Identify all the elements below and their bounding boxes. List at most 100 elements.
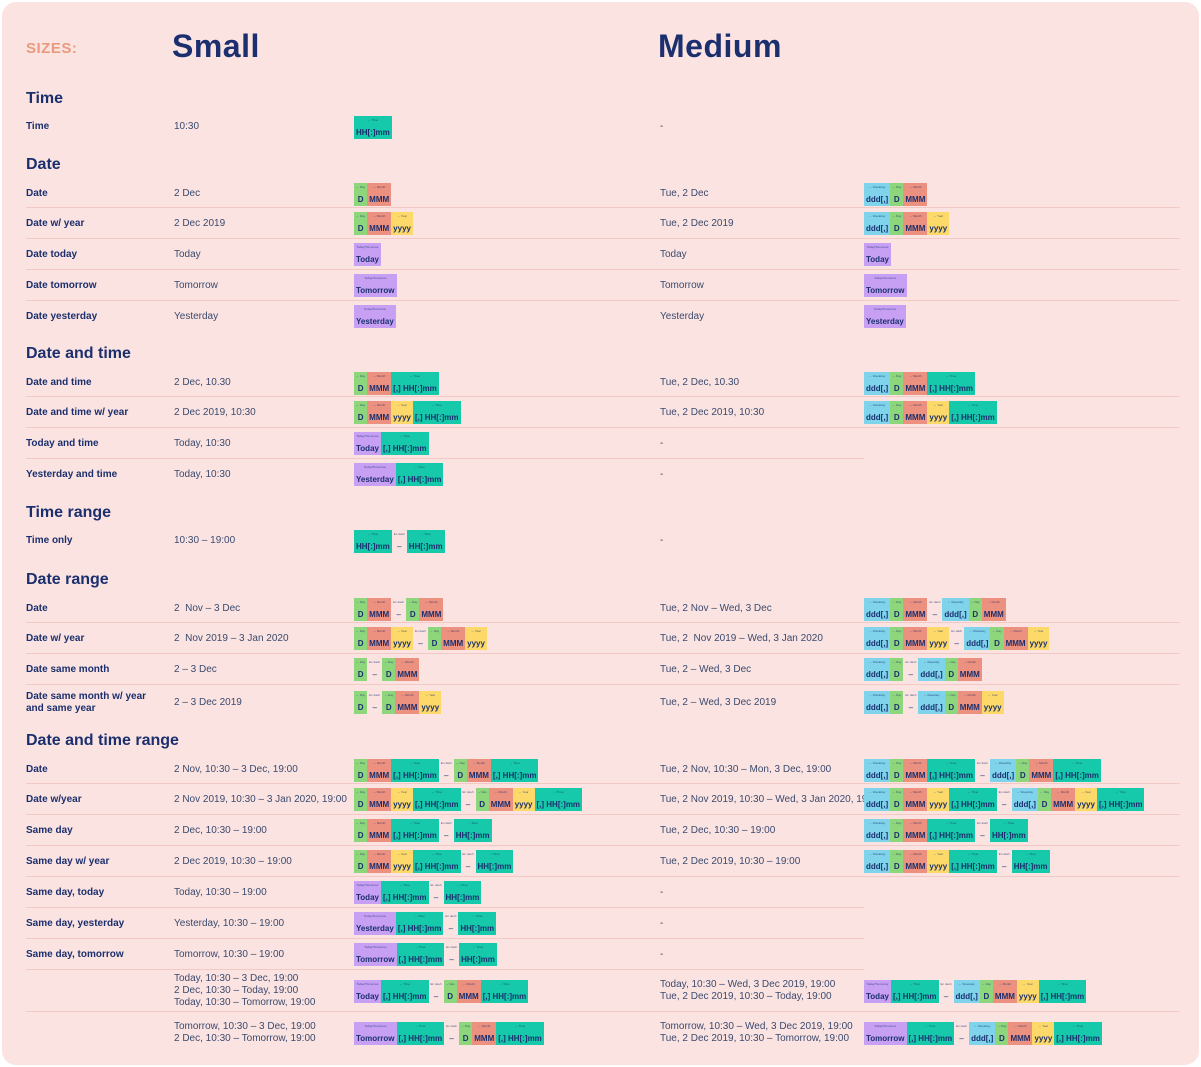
token-label: ↔ Year <box>933 403 944 407</box>
token-value: Tomorrow <box>356 286 395 295</box>
token-value: MMM <box>369 224 390 233</box>
token-day: ↔ Day D <box>354 212 368 235</box>
token-label: En dash <box>440 760 452 765</box>
row-divider <box>26 238 1180 239</box>
token-weekday: ↔ Weekday ddd[,] <box>864 401 891 424</box>
token-sep: En dash – <box>392 530 407 553</box>
token-value: [,] HH[:]mm <box>951 862 995 871</box>
token-time: ↔ Time HH[:]mm <box>475 850 514 873</box>
token-day: ↔ Day D <box>890 371 904 395</box>
token-month: ↔ Month MMM <box>992 979 1017 1003</box>
format-row: Same day, today Today, 10:30 – 19:00 - Toda… <box>26 877 1180 908</box>
token-value: MMM <box>905 800 926 809</box>
token-label: ↔ Time <box>509 760 520 765</box>
token-day: ↔ Day D <box>354 758 368 782</box>
token-label: ↔ Time <box>945 821 957 825</box>
token-label: ↔ Day <box>356 403 366 407</box>
row-label: Date w/year <box>26 793 82 805</box>
token-label: ↔ Day <box>892 852 902 856</box>
token-label: ↔ Weekday <box>958 981 975 986</box>
format-row: Same day, tomorrow Tomorrow, 10:30 – 19:0… <box>26 939 1180 970</box>
token-value: – <box>372 703 377 712</box>
token-value: ddd[,] <box>920 670 943 679</box>
row-label: Date w/ year <box>26 632 85 644</box>
token-label: ↔ Day <box>384 693 394 697</box>
token-month: ↔ Month MMM <box>903 627 928 650</box>
token-value: MMM <box>369 609 390 619</box>
token-value: yyyy <box>929 800 948 809</box>
token-label: ↔ Day <box>946 693 956 697</box>
row-label: Date w/ year <box>26 217 85 229</box>
token-today: Today/Tomorrow Tomorrow <box>354 274 397 297</box>
row-label: Date and time w/ year <box>26 406 129 418</box>
token-value: MMM <box>369 639 390 648</box>
token-value: D <box>357 224 364 233</box>
row-divider <box>26 207 1180 208</box>
small-token-group: ↔ Day D En dash – ↔ Day D ↔ Month MMM ↔ Year yyyy <box>354 691 442 714</box>
token-label: ↔ Month <box>401 660 414 664</box>
medium-example: - <box>660 121 664 132</box>
row-label: Date today <box>26 248 78 260</box>
token-label: ↔ Year <box>425 693 436 697</box>
token-value: yyyy <box>1034 1033 1053 1043</box>
token-day: ↔ Day D <box>1037 788 1052 811</box>
token-label: ↔ Day <box>356 852 366 856</box>
token-value: Today <box>356 991 379 1001</box>
token-label: ↔ Weekday <box>868 599 886 604</box>
token-value: D <box>357 383 364 393</box>
small-token-group: Today/Tomorrow Today <box>354 243 381 266</box>
token-value: D <box>479 800 485 809</box>
token-sep: En dash – <box>461 788 476 811</box>
token-label: ↔ Month <box>425 599 438 604</box>
token-value: [,] HH[:]mm <box>1055 770 1099 780</box>
token-day: ↔ Day D <box>890 691 904 714</box>
token-label: ↔ Weekday <box>868 693 886 697</box>
token-label: ↔ Day <box>970 599 980 604</box>
small-example: Today, 10:30 <box>174 468 231 480</box>
token-label: ↔ Time <box>367 117 379 122</box>
token-label: ↔ Day <box>892 214 902 218</box>
row-label: Time <box>26 121 50 132</box>
token-value: Tomorrow <box>866 286 905 295</box>
token-label: ↔ Month <box>909 599 922 604</box>
token-value: MMM <box>421 609 442 619</box>
token-label: ↔ Time <box>431 403 442 407</box>
token-label: ↔ Year <box>397 403 407 407</box>
token-label: ↔ Weekday <box>868 821 886 825</box>
token-value: D <box>357 703 364 712</box>
small-token-group: Today/Tomorrow Tomorrow <box>354 274 397 297</box>
small-example: Tomorrow <box>174 279 218 291</box>
row-label: Date and time <box>26 377 92 388</box>
token-value: Tomorrow <box>356 955 395 964</box>
token-value: HH[:]mm <box>455 831 490 840</box>
medium-token-group: ↔ Weekday ddd[,] ↔ Day D ↔ Month MMM ↔ Year yyy… <box>864 788 1145 811</box>
row-divider <box>26 876 1180 877</box>
size-heading-small: Small <box>172 28 260 64</box>
medium-token-group: ↔ Weekday ddd[,] ↔ Day D ↔ Month MMM ↔ Year yyy… <box>864 212 950 235</box>
token-time: ↔ Time [,] HH[:]mm <box>927 758 975 782</box>
token-label: ↔ Day <box>461 1023 471 1028</box>
token-weekday: ↔ Weekday ddd[,] <box>864 212 891 235</box>
token-value: MMM <box>994 991 1015 1001</box>
row-label: Date <box>26 188 48 199</box>
token-label: ↔ Time <box>409 373 421 378</box>
small-token-group: ↔ Day D ↔ Month MMM ↔ Year yyyy ↔ Time [,] HH[:… <box>354 788 583 811</box>
token-label: ↔ Month <box>1057 790 1070 794</box>
token-label: ↔ Day <box>1018 760 1028 765</box>
token-label: ↔ Time <box>467 821 478 825</box>
token-value: – <box>444 770 449 780</box>
token-label: Today/Tomorrow <box>364 276 387 280</box>
token-sep: En dash – <box>429 881 444 904</box>
token-year: ↔ Year yyyy <box>1075 788 1097 811</box>
token-value: ddd[,] <box>866 194 889 204</box>
token-time: ↔ Time [,] HH[:]mm <box>412 788 461 811</box>
token-time: ↔ Time [,] HH[:]mm <box>391 819 439 842</box>
token-weekday: ↔ Weekday ddd[,] <box>1011 788 1038 811</box>
token-value: Yesterday <box>356 924 394 933</box>
token-day: ↔ Day D <box>354 658 368 681</box>
token-sep: En dash – <box>903 691 918 714</box>
token-value: MMM <box>443 639 464 648</box>
medium-example: Tue, 2 Nov 2019 – Wed, 3 Jan 2020 <box>660 632 823 644</box>
token-value: Yesterday <box>356 317 394 326</box>
token-month: ↔ Month MMM <box>903 758 928 782</box>
